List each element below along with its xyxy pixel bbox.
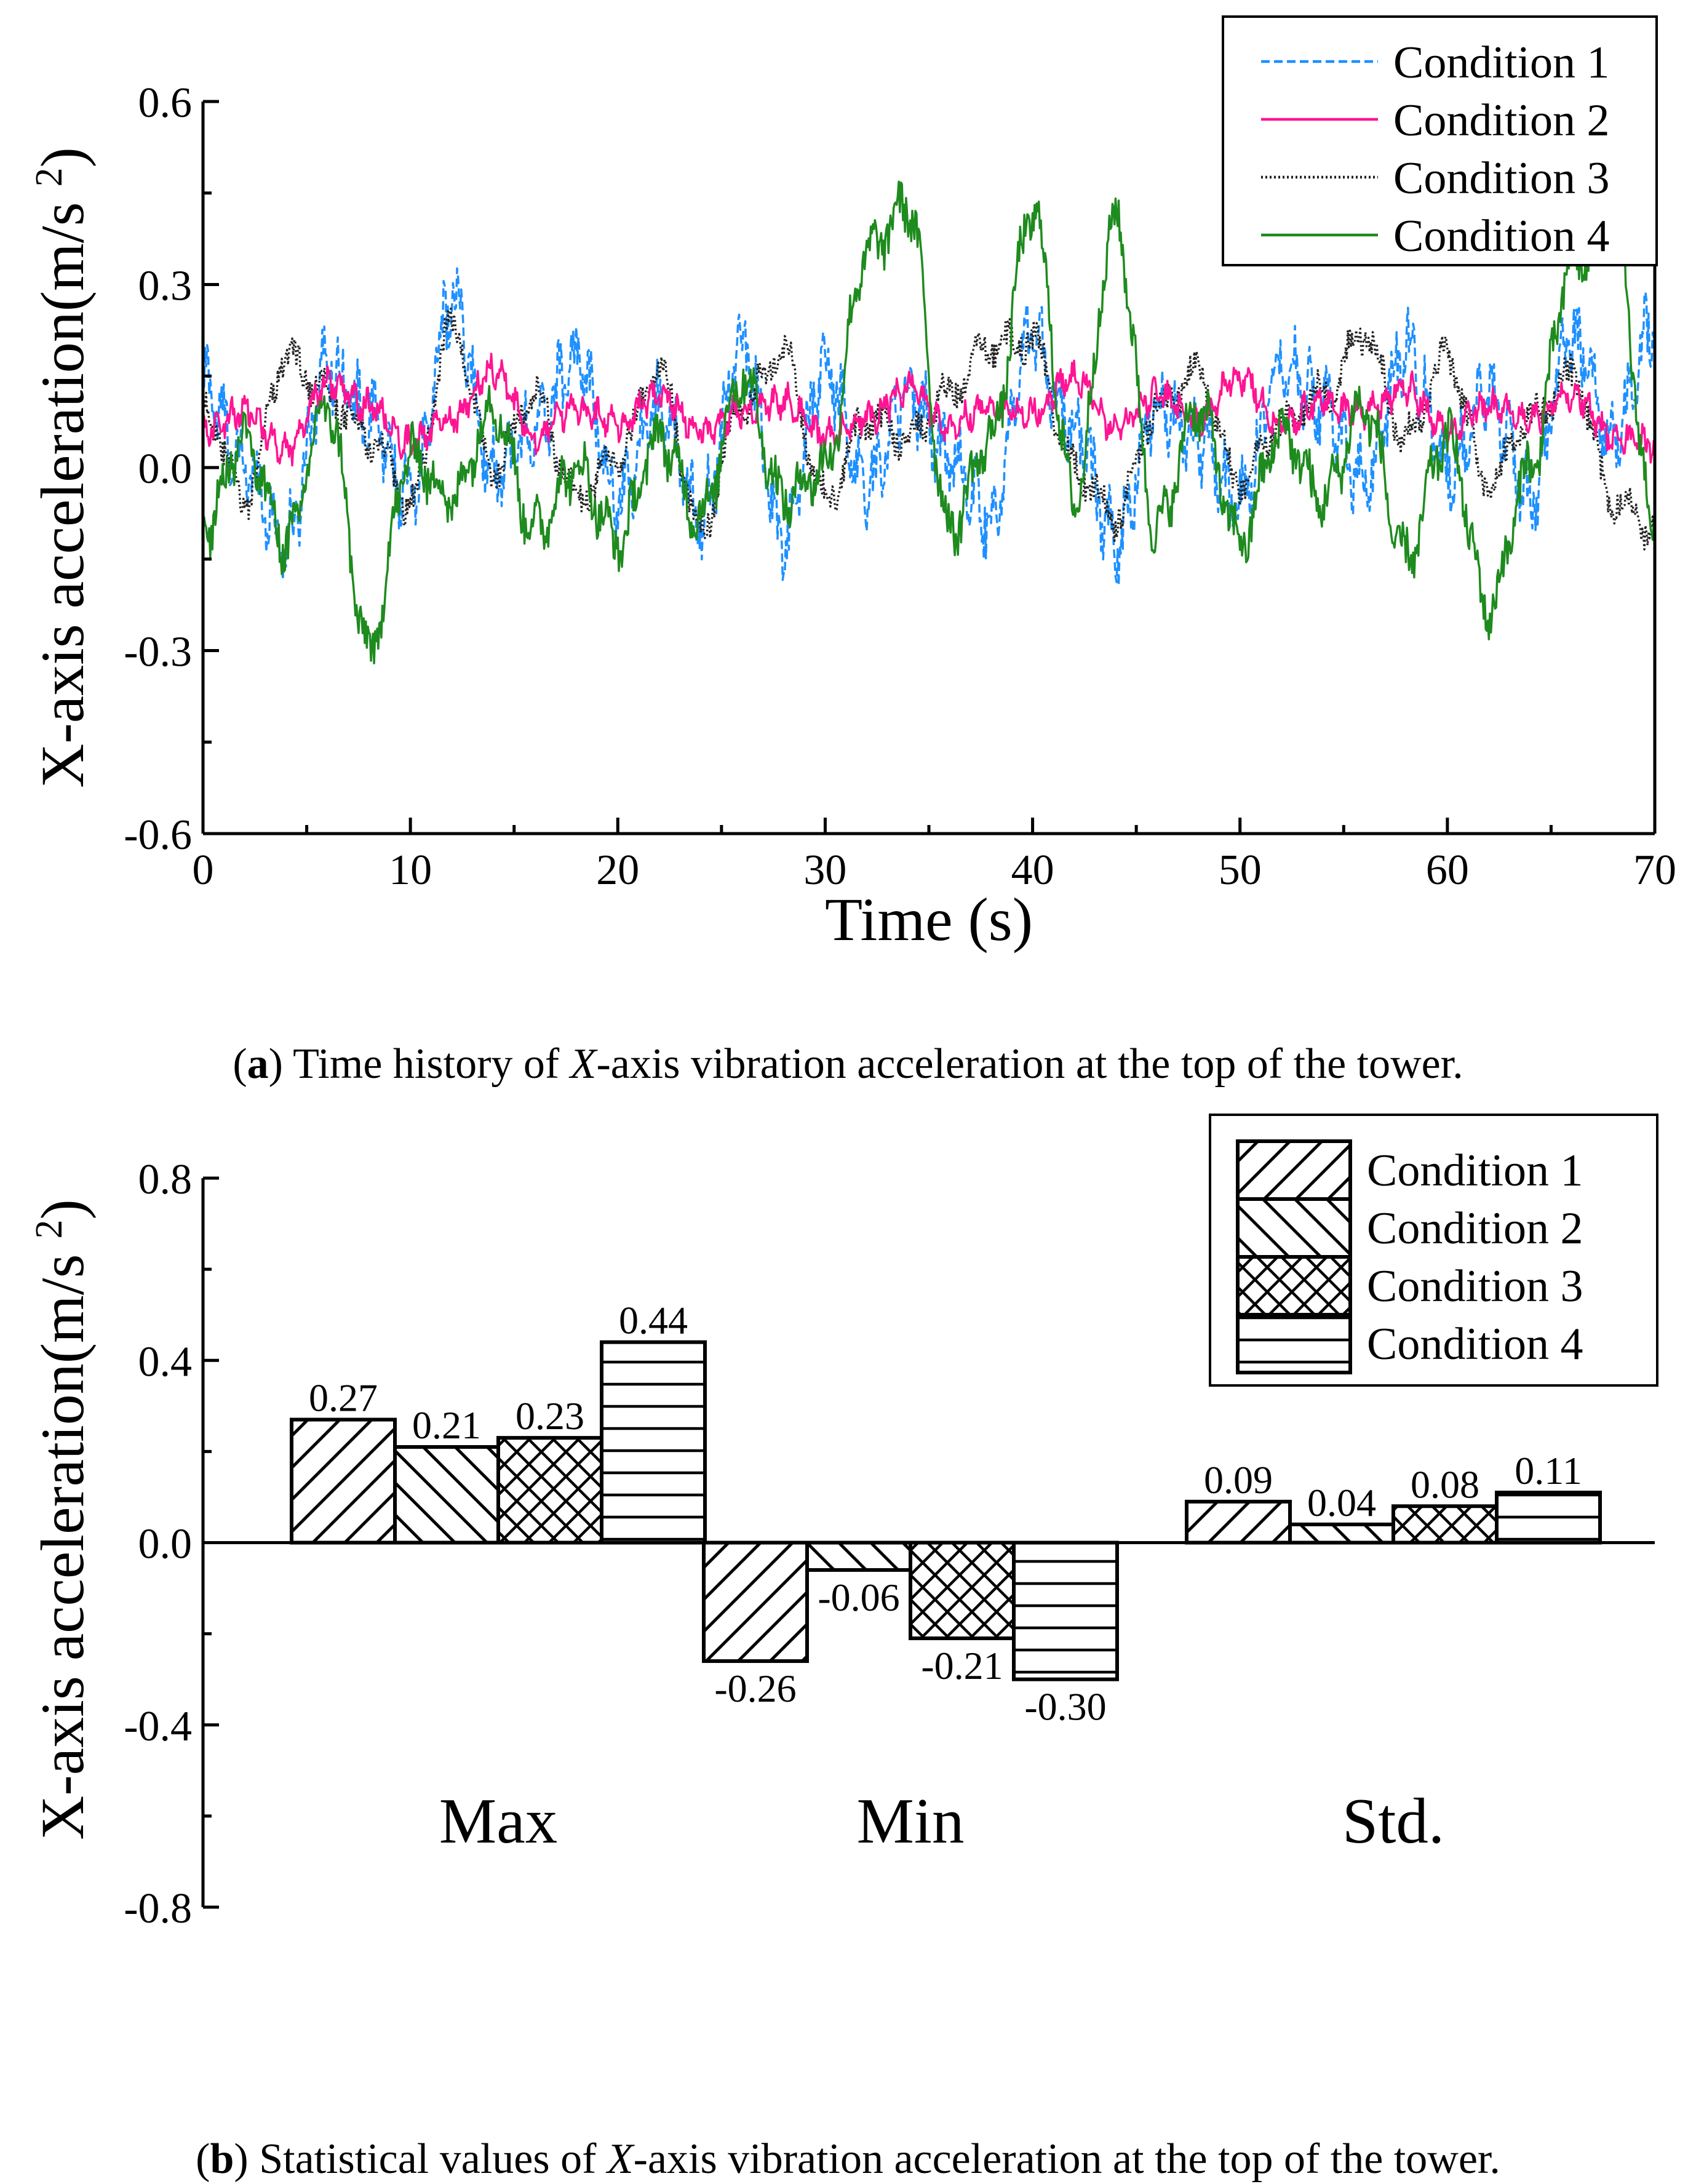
bar-max-condition-3: [496, 1436, 603, 1545]
bar-std-condition-2: [1288, 1522, 1395, 1545]
y-tick-label: -0.3: [124, 629, 192, 676]
data-label: 0.23: [516, 1394, 584, 1438]
legend-swatch-condition-2: [1236, 1197, 1352, 1259]
y-tick-label: 0.3: [138, 263, 193, 310]
x-tick-label: 70: [1633, 847, 1676, 894]
bar-std-condition-1: [1185, 1499, 1292, 1545]
caption-a: (a) Time history of X-axis vibration acc…: [233, 1040, 1463, 1088]
y-tick-label: -0.4: [124, 1703, 192, 1750]
category-label-max: Max: [439, 1785, 557, 1857]
bar-max-condition-4: [600, 1340, 707, 1545]
y-axis-label-text: X-axis acceleration(m/s: [28, 1254, 97, 1839]
legend-swatch-condition-3: [1236, 1255, 1352, 1317]
y-label-superscript: 2: [28, 1219, 70, 1238]
data-label: 0.09: [1204, 1458, 1273, 1502]
legend-label: Condition 4: [1367, 1319, 1583, 1369]
y-tick-label: 0.0: [138, 445, 193, 493]
y-tick-label: 0.4: [138, 1338, 193, 1385]
y-axis-label-text: X-axis acceleration(m/s: [28, 202, 97, 787]
legend: Condition 1 Condition 2 Condition 3 Conditi…: [1209, 1114, 1658, 1387]
caption-a-tag: a: [247, 1040, 269, 1088]
category-label-std: Std.: [1342, 1785, 1444, 1857]
data-label: -0.21: [921, 1644, 1003, 1688]
legend-label: Condition 4: [1393, 211, 1610, 261]
bar-max-condition-2: [393, 1445, 500, 1545]
legend-label: Condition 2: [1393, 95, 1610, 146]
legend: Condition 1 Condition 2 Condition 3 Conditi…: [1222, 15, 1658, 266]
caption-a-post: -axis vibration acceleration at the top …: [596, 1040, 1463, 1088]
legend-box: [1222, 15, 1658, 266]
legend-label: Condition 3: [1367, 1261, 1583, 1312]
data-label: -0.06: [818, 1576, 899, 1619]
y-tick-label: 0.0: [138, 1521, 193, 1568]
caption-a-var: X: [570, 1040, 597, 1088]
time-history-chart: -0.6 -0.3 0.0 0.3 0.6 0 10 20 30 40 50 60 70 X-axis …: [28, 15, 1676, 954]
ticks: -0.8 -0.4 0.0 0.4 0.8: [124, 1156, 219, 1932]
statistics-bar-chart: 0.27 0.21 0.23 0.44 -0.26 -0.06 -0.21 -0.30 0.09…: [28, 1114, 1658, 1932]
bar-min-condition-2: [805, 1540, 912, 1572]
legend-swatch-condition-1: [1236, 1139, 1352, 1201]
bar-min-condition-3: [909, 1540, 1016, 1641]
y-label-close: ): [28, 147, 97, 167]
x-tick-label: 60: [1426, 847, 1469, 894]
series-lines: [203, 180, 1655, 664]
bar-std-condition-3: [1391, 1504, 1499, 1545]
y-tick-label: -0.6: [124, 811, 192, 859]
y-label-close: ): [28, 1199, 97, 1219]
caption-b-pre: Statistical values of: [259, 2135, 607, 2183]
bars: 0.27 0.21 0.23 0.44 -0.26 -0.06 -0.21 -0.30 0.09…: [290, 1299, 1602, 1729]
x-axis-label: Time (s): [825, 885, 1033, 954]
x-tick-label: 50: [1219, 847, 1262, 894]
x-tick-label: 10: [389, 847, 432, 894]
caption-a-pre: Time history of: [293, 1040, 570, 1088]
data-label: 0.27: [309, 1376, 378, 1420]
legend-label: Condition 2: [1367, 1203, 1583, 1254]
y-tick-label: -0.8: [124, 1885, 192, 1932]
category-label-min: Min: [856, 1785, 964, 1857]
x-tick-label: 20: [596, 847, 639, 894]
y-tick-label: 0.8: [138, 1156, 193, 1203]
legend-label: Condition 1: [1367, 1146, 1583, 1196]
x-tick-label: 30: [803, 847, 846, 894]
data-label: 0.04: [1307, 1481, 1376, 1524]
data-label: -0.30: [1024, 1685, 1106, 1729]
bar-min-condition-4: [1012, 1540, 1119, 1681]
y-axis-label: X-axis acceleration(m/s 2): [28, 147, 97, 788]
bar-max-condition-1: [290, 1417, 397, 1545]
caption-b-var: X: [607, 2135, 634, 2183]
y-label-superscript: 2: [28, 167, 70, 186]
data-label: -0.26: [714, 1667, 796, 1710]
series-line-condition-2: [203, 353, 1655, 467]
bar-min-condition-1: [702, 1540, 809, 1664]
y-tick-label: 0.6: [138, 79, 193, 127]
legend-swatch-condition-4: [1236, 1313, 1352, 1374]
legend-label: Condition 1: [1393, 38, 1610, 88]
caption-b-tag: b: [210, 2135, 234, 2183]
bar-std-condition-4: [1495, 1491, 1602, 1545]
caption-b: (b) Statistical values of X-axis vibrati…: [196, 2135, 1500, 2183]
x-tick-label: 40: [1011, 847, 1054, 894]
legend-label: Condition 3: [1393, 153, 1610, 204]
data-label: 0.44: [619, 1299, 688, 1342]
caption-b-post: -axis vibration acceleration at the top …: [633, 2135, 1500, 2183]
category-labels: Max Min Std.: [439, 1785, 1444, 1857]
data-label: 0.11: [1515, 1449, 1582, 1493]
data-label: 0.21: [412, 1403, 481, 1447]
data-label: 0.08: [1411, 1462, 1479, 1506]
ticks: -0.6 -0.3 0.0 0.3 0.6 0 10 20 30 40 50 60 70: [124, 79, 1676, 894]
series-line-condition-4: [203, 180, 1655, 664]
y-axis-label: X-axis acceleration(m/s 2): [28, 1199, 97, 1840]
x-tick-label: 0: [193, 847, 214, 894]
